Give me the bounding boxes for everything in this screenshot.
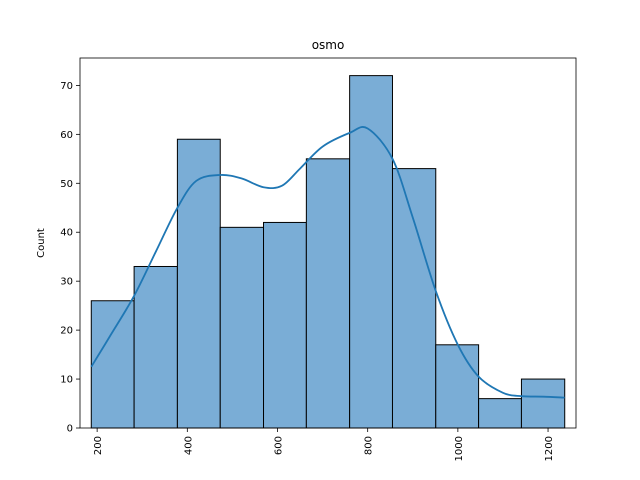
y-tick-label: 20 (60, 326, 73, 337)
x-axis-ticks: 200 400 600 800 1000 1200 (93, 428, 555, 461)
histogram-bar (435, 344, 480, 429)
histogram-bar (349, 75, 393, 429)
histogram-bar (133, 265, 178, 429)
y-tick-label: 0 (67, 424, 73, 435)
histogram-bar (176, 138, 221, 429)
histogram-bar (305, 158, 351, 429)
x-tick-label: 1200 (544, 436, 555, 461)
x-tick-label: 800 (364, 436, 375, 455)
y-tick-label: 30 (60, 277, 73, 288)
y-axis-ticks: 0 10 20 30 40 50 60 70 (60, 81, 80, 435)
y-tick-label: 40 (60, 228, 73, 239)
x-tick-label: 200 (93, 436, 104, 455)
histogram-bar (263, 221, 307, 429)
y-tick-label: 70 (60, 81, 73, 92)
x-tick-label: 1000 (454, 436, 465, 461)
histogram-bar (90, 300, 135, 429)
chart-title: osmo (312, 38, 345, 52)
x-tick-label: 400 (183, 436, 194, 455)
kde-curve (90, 126, 565, 399)
histogram-bar (391, 168, 437, 429)
histogram-bar (219, 226, 265, 429)
x-tick-label: 600 (273, 436, 284, 455)
y-tick-label: 10 (60, 375, 73, 386)
y-tick-label: 60 (60, 130, 73, 141)
y-tick-label: 50 (60, 179, 73, 190)
plot-frame (79, 57, 577, 429)
histogram-bar (478, 398, 522, 429)
y-axis-label: Count (36, 228, 47, 258)
histogram-bar (520, 378, 566, 429)
histogram-bars (90, 75, 566, 429)
